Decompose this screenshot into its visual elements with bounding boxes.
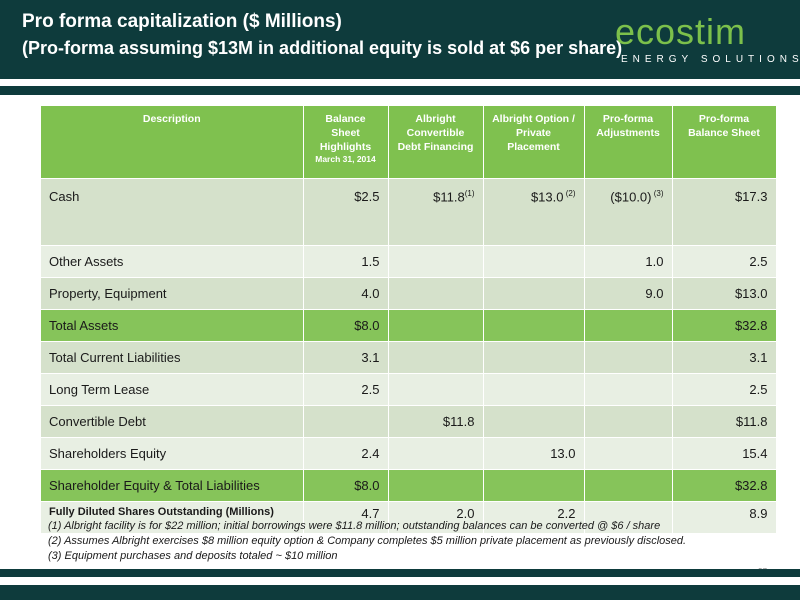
cell-value xyxy=(388,373,484,406)
header-band xyxy=(0,86,800,95)
cell-value xyxy=(388,245,484,278)
cell-value xyxy=(584,501,673,534)
cell-value: $17.3 xyxy=(672,178,777,246)
cell-value xyxy=(483,309,585,342)
col-header-convertible-debt: Albright Convertible Debt Financing xyxy=(388,106,484,179)
cell-value: $13.0 (2) xyxy=(483,178,585,246)
cell-value xyxy=(584,309,673,342)
cell-value xyxy=(483,277,585,310)
row-label: Other Assets xyxy=(41,245,304,278)
cell-value: 2.2 xyxy=(483,501,585,534)
cell-value xyxy=(584,437,673,470)
capitalization-table: Description Balance Sheet Highlights Marc… xyxy=(41,106,777,534)
cell-value: $11.8 xyxy=(672,405,777,438)
cell-value xyxy=(483,469,585,502)
row-label: Property, Equipment xyxy=(41,277,304,310)
cell-value: 4.7 xyxy=(303,501,389,534)
logo-word-text: ecostim xyxy=(615,11,747,52)
cell-value xyxy=(483,405,585,438)
col-header-adjustments: Pro-forma Adjustments xyxy=(584,106,673,179)
table-row: Convertible Debt $11.8 $11.8 xyxy=(41,405,777,438)
slide-header: Pro forma capitalization ($ Millions) (P… xyxy=(0,0,800,79)
cell-value: 2.5 xyxy=(672,245,777,278)
cell-value: $32.8 xyxy=(672,469,777,502)
cell-value: 2.5 xyxy=(672,373,777,406)
table-header-row: Description Balance Sheet Highlights Marc… xyxy=(41,106,777,179)
footnote-ref: (3) xyxy=(651,189,664,198)
table-row-shares: Fully Diluted Shares Outstanding (Millio… xyxy=(41,501,777,534)
col-header-option-placement: Albright Option / Private Placement xyxy=(483,106,585,179)
footer-band-bottom xyxy=(0,585,800,600)
footnotes: (1) Albright facility is for $22 million… xyxy=(48,519,686,564)
footnote-3: (3) Equipment purchases and deposits tot… xyxy=(48,550,338,562)
col-header-balance-sheet: Balance Sheet Highlights March 31, 2014 xyxy=(303,106,389,179)
table-row: Total Current Liabilities 3.1 3.1 xyxy=(41,341,777,374)
cell-value: 15.4 xyxy=(672,437,777,470)
col-header-description: Description xyxy=(41,106,304,179)
row-label: Total Assets xyxy=(41,309,304,342)
row-label: Fully Diluted Shares Outstanding (Millio… xyxy=(41,501,304,534)
cell-value xyxy=(584,373,673,406)
row-label: Shareholder Equity & Total Liabilities xyxy=(41,469,304,502)
table-row: Shareholders Equity 2.4 13.0 15.4 xyxy=(41,437,777,470)
cell-value: ($10.0) (3) xyxy=(584,178,673,246)
cell-value: 1.0 xyxy=(584,245,673,278)
cell-value: 3.1 xyxy=(303,341,389,374)
cell-value: 4.0 xyxy=(303,277,389,310)
cell-value: 3.1 xyxy=(672,341,777,374)
cell-value: $11.8(1) xyxy=(388,178,484,246)
footnote-ref: (1) xyxy=(464,189,475,198)
cell-value: 8.9 xyxy=(672,501,777,534)
row-label: Cash xyxy=(41,178,304,246)
company-logo: ecostim ENERGY SOLUTIONS xyxy=(615,14,799,70)
col-header-proforma: Pro-forma Balance Sheet xyxy=(672,106,777,179)
footnote-2: (2) Assumes Albright exercises $8 millio… xyxy=(48,535,687,547)
cell-value: 13.0 xyxy=(483,437,585,470)
cell-value xyxy=(483,373,585,406)
cell-value: 1.5 xyxy=(303,245,389,278)
logo-tagline: ENERGY SOLUTIONS xyxy=(621,54,800,65)
cell-value: $8.0 xyxy=(303,469,389,502)
cell-value: 9.0 xyxy=(584,277,673,310)
cell-value xyxy=(584,405,673,438)
cell-value: 2.4 xyxy=(303,437,389,470)
table-row: Other Assets 1.5 1.0 2.5 xyxy=(41,245,777,278)
cell-value xyxy=(388,277,484,310)
footnote-1: (1) Albright facility is for $22 million… xyxy=(48,520,661,532)
row-label: Convertible Debt xyxy=(41,405,304,438)
cell-value: 2.0 xyxy=(388,501,484,534)
cell-value xyxy=(388,437,484,470)
row-label: Shareholders Equity xyxy=(41,437,304,470)
footnote-ref: (2) xyxy=(563,189,576,198)
cell-value xyxy=(388,309,484,342)
cell-value xyxy=(483,341,585,374)
table-row: Long Term Lease 2.5 2.5 xyxy=(41,373,777,406)
cell-value xyxy=(388,469,484,502)
cell-value xyxy=(483,245,585,278)
cell-value: $2.5 xyxy=(303,178,389,246)
row-label: Long Term Lease xyxy=(41,373,304,406)
table-row-total: Shareholder Equity & Total Liabilities $… xyxy=(41,469,777,502)
row-label: Total Current Liabilities xyxy=(41,341,304,374)
slide-title: Pro forma capitalization ($ Millions) xyxy=(22,11,342,32)
cell-value: $32.8 xyxy=(672,309,777,342)
table-row: Property, Equipment 4.0 9.0 $13.0 xyxy=(41,277,777,310)
cell-value xyxy=(584,341,673,374)
table-row: Cash $2.5 $11.8(1) $13.0 (2) ($10.0) (3)… xyxy=(41,178,777,246)
cell-value: 2.5 xyxy=(303,373,389,406)
cell-value: $13.0 xyxy=(672,277,777,310)
table-row-total: Total Assets $8.0 $32.8 xyxy=(41,309,777,342)
cell-value xyxy=(388,341,484,374)
cell-value: $8.0 xyxy=(303,309,389,342)
logo-wordmark: ecostim xyxy=(615,14,746,50)
cell-value xyxy=(584,469,673,502)
cell-value: $11.8 xyxy=(388,405,484,438)
footer-band xyxy=(0,569,800,577)
cell-value xyxy=(303,405,389,438)
col-header-date: March 31, 2014 xyxy=(315,154,376,164)
slide-subtitle: (Pro-forma assuming $13M in additional e… xyxy=(22,38,623,58)
